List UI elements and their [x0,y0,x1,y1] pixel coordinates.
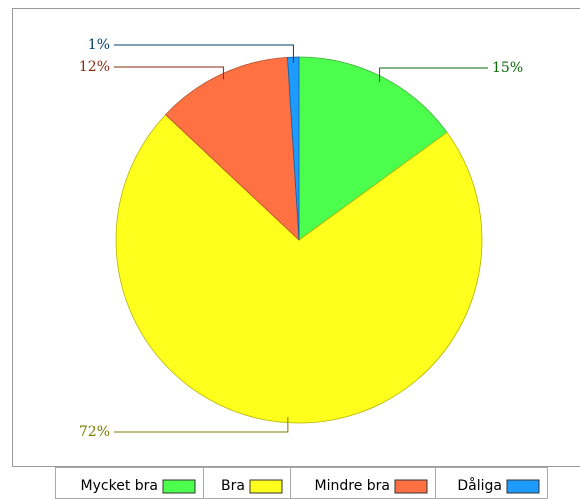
data-label: 72% [79,424,110,440]
leader-line [379,67,488,82]
legend-label: Bra [221,478,245,494]
legend-swatch [249,479,283,494]
legend-frame [55,467,548,499]
data-label: 12% [79,59,110,75]
legend-label: Mindre bra [315,478,390,494]
leader-line [114,417,289,433]
legend-swatch [394,479,428,494]
legend-swatch [506,479,540,494]
data-label: 15% [492,60,523,76]
leader-line [114,66,224,80]
legend-label: Dåliga [457,477,502,494]
pie-slice [298,56,448,241]
legend-label: Mycket bra [81,478,158,494]
legend-swatch [162,479,196,494]
pie-slice [165,56,300,241]
data-label: 1% [88,37,110,53]
leader-line [114,44,294,63]
